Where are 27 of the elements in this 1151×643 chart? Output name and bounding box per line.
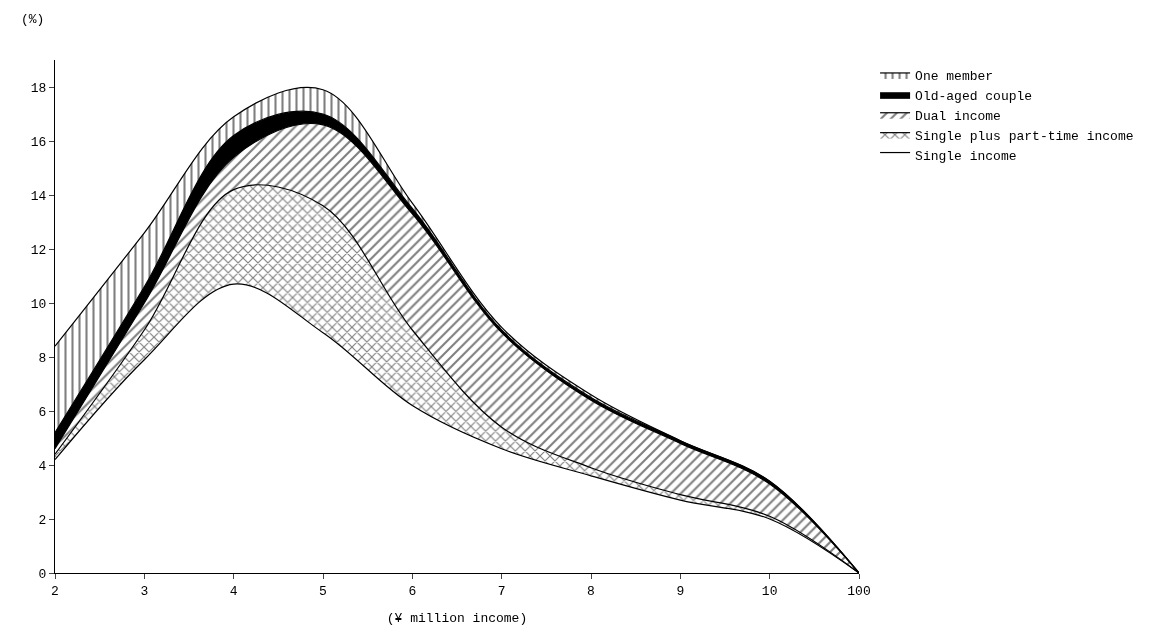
y-tick-label: 12 [30, 242, 47, 258]
y-axis-title: (%) [21, 12, 45, 27]
x-tick-label: 6 [408, 583, 417, 599]
x-tick-label: 100 [847, 583, 871, 599]
y-tick-label: 16 [30, 134, 47, 150]
x-tick-label: 4 [229, 583, 238, 599]
x-tick-label: 2 [51, 583, 59, 599]
x-axis-title: (¥ million income) [386, 611, 528, 627]
y-tick-label: 18 [30, 80, 47, 96]
y-tick-label: 10 [30, 296, 47, 312]
x-tick-label: 3 [140, 583, 149, 599]
x-tick-label: 7 [497, 583, 506, 599]
legend-label: Old-aged couple [915, 88, 1033, 104]
y-tick-label: 4 [38, 458, 47, 474]
legend-label: Single plus part-time income [915, 128, 1134, 144]
y-tick-label: 0 [38, 566, 47, 582]
x-tick-label: 10 [761, 583, 778, 599]
y-tick-label: 14 [30, 188, 47, 204]
legend-label: Single income [915, 148, 1017, 164]
legend-label: Dual income [915, 108, 1001, 124]
y-tick-label: 8 [38, 350, 47, 366]
x-tick-label: 8 [587, 583, 595, 599]
x-tick-label: 5 [319, 583, 327, 599]
legend-label: One member [915, 69, 994, 85]
x-tick-label: 9 [676, 583, 685, 599]
y-tick-label: 6 [38, 404, 47, 420]
y-tick-label: 2 [38, 512, 47, 528]
